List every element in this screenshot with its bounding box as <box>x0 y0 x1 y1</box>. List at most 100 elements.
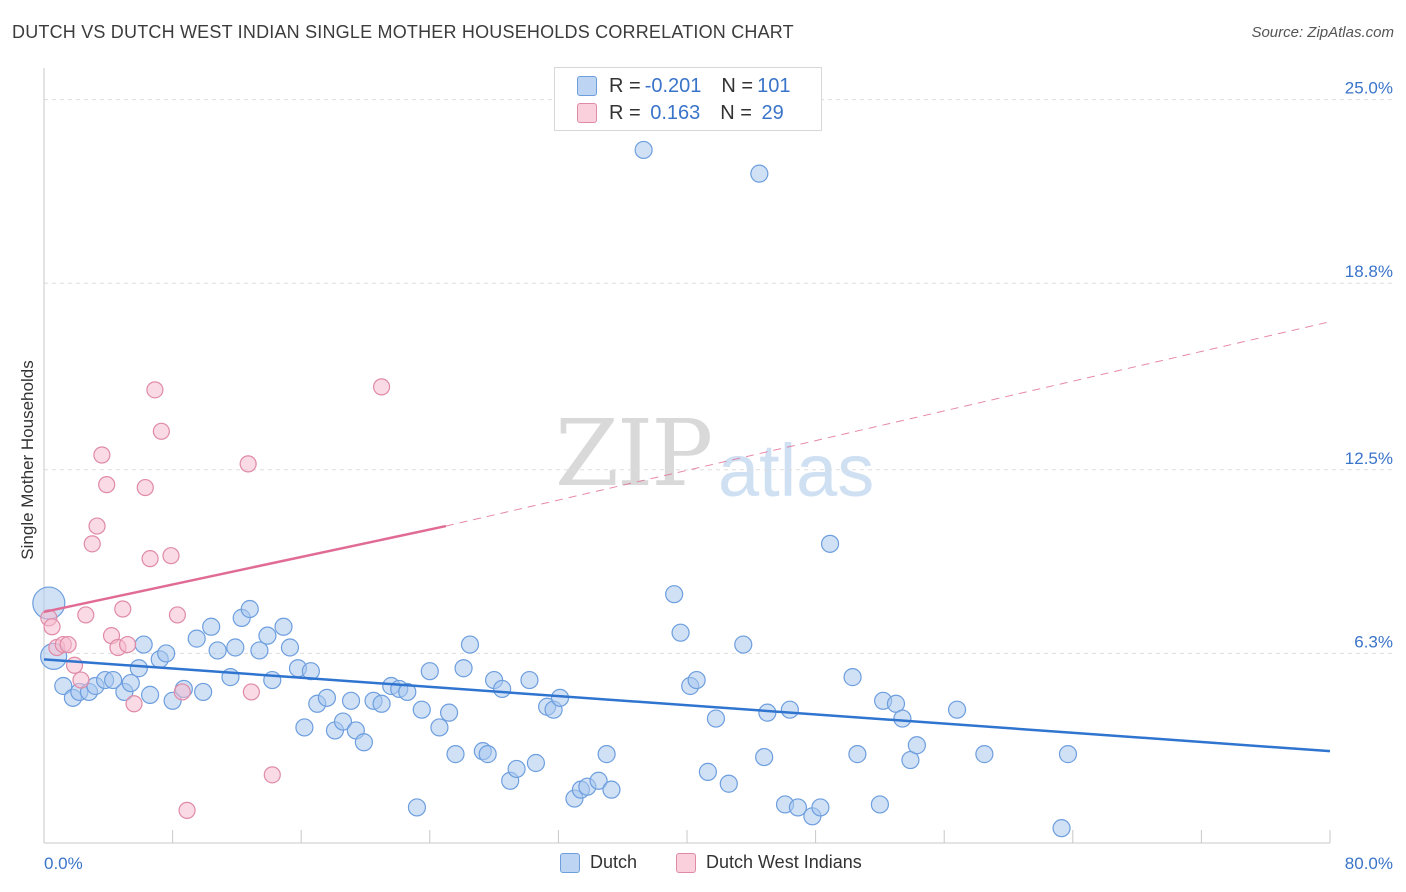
data-point-dutch <box>398 682 417 702</box>
data-point-dwi <box>136 478 154 497</box>
legend-item-dwi[interactable]: Dutch West Indians <box>676 852 862 873</box>
series-legend: Dutch Dutch West Indians <box>0 852 1406 878</box>
data-point-dutch <box>372 694 391 713</box>
data-point-dutch <box>454 659 473 678</box>
data-point-dutch <box>202 617 221 636</box>
data-point-dutch <box>719 774 738 793</box>
data-point-dwi <box>162 547 180 565</box>
data-point-dutch <box>493 679 512 699</box>
data-point-dutch <box>194 682 213 702</box>
legend-swatch-dutch <box>560 852 580 873</box>
points-layer <box>32 140 1078 838</box>
data-point-dutch <box>157 644 176 663</box>
data-point-dutch <box>698 762 717 781</box>
data-point-dwi <box>372 378 391 396</box>
data-point-dutch <box>250 641 269 660</box>
data-point-dwi <box>146 381 164 399</box>
data-point-dutch <box>780 700 799 719</box>
legend-label-dutch: Dutch <box>590 852 638 872</box>
data-point-dutch <box>589 771 608 790</box>
data-point-dutch <box>439 703 459 722</box>
y-tick-label: 18.8% <box>1345 262 1393 281</box>
data-point-dutch <box>412 700 431 719</box>
data-point-dutch <box>597 745 616 764</box>
data-point-dwi <box>72 671 90 689</box>
data-point-dwi <box>168 606 187 624</box>
data-point-dutch <box>446 745 465 764</box>
legend-label-dwi: Dutch West Indians <box>706 852 862 872</box>
legend-item-dutch[interactable]: Dutch <box>560 852 637 873</box>
data-point-dutch <box>460 635 480 654</box>
legend-n-value: 101 <box>757 74 791 97</box>
data-point-dwi <box>83 535 101 553</box>
legend-row-dutch: R = -0.201 N = 101 <box>577 74 790 98</box>
y-tick-label: 12.5% <box>1345 449 1393 468</box>
data-point-dwi <box>65 656 84 674</box>
data-point-dutch <box>187 629 206 648</box>
legend-n-label: N = <box>720 101 752 124</box>
watermark-zip: ZIP <box>555 400 713 507</box>
legend-r-label: R = <box>609 74 641 97</box>
legend-r-value: -0.201 <box>644 74 702 97</box>
data-point-dwi <box>239 455 257 473</box>
data-point-dutch <box>1058 745 1078 764</box>
data-point-dutch <box>975 745 994 764</box>
data-point-dwi <box>178 801 196 819</box>
data-point-dwi <box>242 683 260 701</box>
legend-row-dwi: R = 0.163 N = 29 <box>577 101 784 125</box>
legend-n-value: 29 <box>755 101 784 124</box>
data-point-dutch <box>687 670 706 690</box>
data-point-dutch <box>274 617 293 636</box>
data-point-dwi <box>118 635 137 654</box>
legend-r-value: 0.163 <box>644 101 701 124</box>
data-point-dutch <box>301 662 320 681</box>
data-point-dwi <box>152 422 170 440</box>
data-point-dutch <box>734 635 753 654</box>
x-tick-label: 80.0% <box>1345 854 1393 873</box>
data-point-dwi <box>141 550 159 568</box>
data-point-dutch <box>947 700 967 719</box>
data-point-dutch <box>507 759 526 779</box>
data-point-dutch <box>750 164 769 183</box>
data-point-dutch <box>226 638 245 657</box>
data-point-dutch <box>893 709 912 728</box>
axis-layer <box>43 68 1331 844</box>
data-point-dutch <box>341 691 361 710</box>
trend-line-dwi <box>43 524 447 614</box>
data-point-dutch <box>258 626 277 645</box>
label-layer: 6.3% 12.5% 18.8% 25.0% 0.0% 80.0% <box>44 79 1393 873</box>
legend-r-label: R = <box>609 101 641 124</box>
data-point-dutch <box>430 718 449 737</box>
watermark-atlas: atlas <box>718 429 875 512</box>
data-point-dwi <box>98 476 116 494</box>
data-point-dutch <box>870 795 890 814</box>
legend-swatch-dwi <box>676 852 696 873</box>
data-point-dutch <box>843 668 862 687</box>
data-point-dwi <box>77 606 95 624</box>
data-point-dutch <box>811 798 830 817</box>
source-label: Source: ZipAtlas.com <box>1251 24 1394 41</box>
data-point-dutch <box>634 140 653 160</box>
data-point-dutch <box>121 673 140 693</box>
data-point-dutch <box>820 534 840 553</box>
data-point-dutch <box>788 798 808 817</box>
data-point-dutch <box>54 676 73 696</box>
data-point-dwi <box>43 618 61 636</box>
data-point-dutch <box>129 659 148 678</box>
x-tick-label: 0.0% <box>44 854 83 873</box>
y-axis-label: Single Mother Households <box>18 360 37 560</box>
data-point-dutch <box>295 718 314 737</box>
data-point-dutch <box>907 736 926 755</box>
data-point-dutch <box>602 780 621 799</box>
data-point-dutch <box>134 635 153 654</box>
grid-layer <box>44 99 1394 654</box>
y-tick-label: 6.3% <box>1354 632 1393 651</box>
data-point-dutch <box>104 670 123 690</box>
correlation-legend: R = -0.201 N = 101 R = 0.163 N = 29 <box>554 67 822 131</box>
trend-layer <box>43 321 1331 753</box>
data-point-dutch <box>354 733 373 752</box>
chart-title: DUTCH VS DUTCH WEST INDIAN SINGLE MOTHER… <box>12 22 794 42</box>
data-point-dutch <box>333 712 353 731</box>
legend-swatch-dutch <box>577 76 597 96</box>
